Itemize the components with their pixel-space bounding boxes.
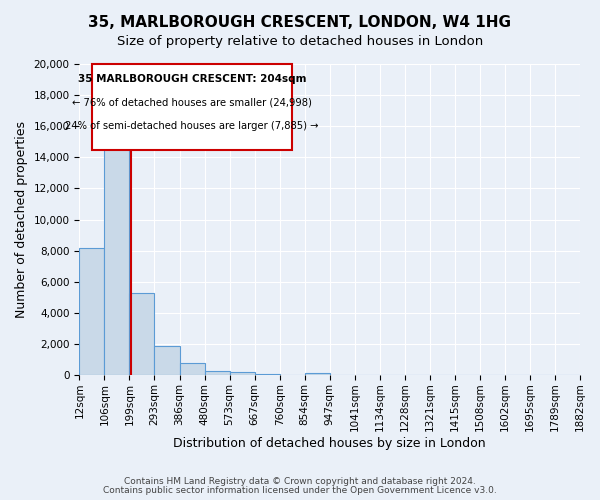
FancyBboxPatch shape [92, 64, 292, 150]
Text: Contains public sector information licensed under the Open Government Licence v3: Contains public sector information licen… [103, 486, 497, 495]
Text: 24% of semi-detached houses are larger (7,885) →: 24% of semi-detached houses are larger (… [65, 120, 319, 130]
Bar [305, 373, 330, 375]
Bar [130, 292, 154, 375]
Bar [154, 346, 179, 375]
Bar [79, 248, 104, 375]
Text: ← 76% of detached houses are smaller (24,998): ← 76% of detached houses are smaller (24… [72, 98, 312, 108]
Text: 35 MARLBOROUGH CRESCENT: 204sqm: 35 MARLBOROUGH CRESCENT: 204sqm [78, 74, 306, 85]
Bar [104, 117, 130, 375]
Bar [230, 372, 254, 375]
Bar [205, 371, 230, 375]
Bar [179, 364, 205, 375]
Y-axis label: Number of detached properties: Number of detached properties [15, 121, 28, 318]
Text: 35, MARLBOROUGH CRESCENT, LONDON, W4 1HG: 35, MARLBOROUGH CRESCENT, LONDON, W4 1HG [89, 15, 511, 30]
Bar [254, 374, 280, 375]
X-axis label: Distribution of detached houses by size in London: Distribution of detached houses by size … [173, 437, 486, 450]
Text: Contains HM Land Registry data © Crown copyright and database right 2024.: Contains HM Land Registry data © Crown c… [124, 477, 476, 486]
Text: Size of property relative to detached houses in London: Size of property relative to detached ho… [117, 35, 483, 48]
